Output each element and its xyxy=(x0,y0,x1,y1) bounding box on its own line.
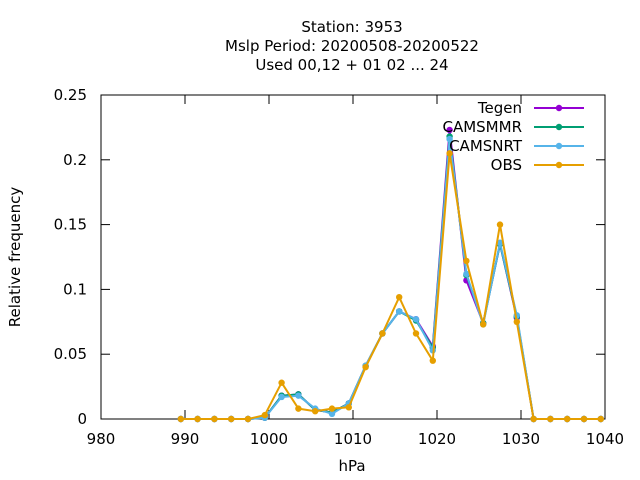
data-point xyxy=(211,415,218,423)
data-point xyxy=(412,330,420,337)
series-camsnrt xyxy=(177,135,604,423)
data-point xyxy=(412,316,420,323)
data-point xyxy=(446,150,453,157)
x-tick-label: 1030 xyxy=(502,430,540,448)
series-tegen xyxy=(177,126,604,423)
x-tick-label: 980 xyxy=(87,430,116,448)
series-line xyxy=(180,138,601,420)
data-point xyxy=(396,308,403,315)
legend-label: OBS xyxy=(491,156,522,174)
data-point xyxy=(580,415,588,423)
data-point xyxy=(295,392,302,399)
data-point xyxy=(513,318,520,325)
title-line-2: Mslp Period: 20200508-20200522 xyxy=(225,37,479,55)
x-tick-label: 1010 xyxy=(334,430,372,448)
y-tick-label: 0.1 xyxy=(63,280,87,298)
data-point xyxy=(312,408,319,415)
y-tick-label: 0.2 xyxy=(63,151,87,169)
legend-marker xyxy=(555,123,563,131)
data-point xyxy=(496,221,504,228)
legend-marker xyxy=(555,142,563,150)
series-line xyxy=(180,152,601,420)
data-point xyxy=(496,239,504,246)
data-point xyxy=(530,415,537,423)
x-tick-label: 1040 xyxy=(586,430,624,448)
data-point xyxy=(177,415,184,423)
data-point xyxy=(379,330,386,337)
chart-title: Station: 3953 Mslp Period: 20200508-2020… xyxy=(225,18,479,74)
data-point xyxy=(597,415,604,423)
x-tick-label: 1000 xyxy=(250,430,288,448)
data-point xyxy=(396,293,403,301)
series-obs xyxy=(177,150,604,423)
data-point xyxy=(463,257,470,265)
data-point xyxy=(278,393,285,401)
legend-label: CAMSNRT xyxy=(449,137,523,155)
y-tick-label: 0 xyxy=(77,410,87,428)
data-point xyxy=(480,321,487,328)
y-tick-label: 0.15 xyxy=(54,216,87,234)
x-tick-label: 1020 xyxy=(418,430,456,448)
axis-ticks: 980 990 1000 1010 1020 1030 1040 0 0.05 0.1 0.15 0.… xyxy=(54,86,625,448)
y-tick-label: 0.25 xyxy=(54,86,87,104)
data-point xyxy=(328,405,336,412)
x-axis-label: hPa xyxy=(338,457,365,475)
data-point xyxy=(429,357,436,364)
series-line xyxy=(180,129,601,420)
data-point xyxy=(463,270,470,278)
legend-label: Tegen xyxy=(477,99,522,117)
data-point xyxy=(564,415,571,423)
title-line-3: Used 00,12 + 01 02 ... 24 xyxy=(255,56,448,74)
data-point xyxy=(345,404,352,411)
data-point xyxy=(295,405,302,412)
data-point xyxy=(547,415,554,423)
data-point xyxy=(261,411,268,419)
series-line xyxy=(180,135,601,420)
data-point xyxy=(194,415,201,423)
data-point xyxy=(362,363,369,371)
plot-frame xyxy=(100,94,606,420)
data-point xyxy=(228,415,235,423)
legend-marker xyxy=(555,104,563,112)
data-point xyxy=(278,379,285,386)
y-axis-label: Relative frequency xyxy=(6,187,24,328)
series-layer xyxy=(177,126,604,423)
data-point xyxy=(244,415,252,423)
series-camsmmr xyxy=(177,133,604,423)
data-point xyxy=(328,410,336,418)
data-point xyxy=(446,135,453,143)
y-tick-label: 0.05 xyxy=(54,345,87,363)
data-point xyxy=(446,126,453,134)
legend-label: CAMSMMR xyxy=(442,118,522,136)
x-tick-label: 990 xyxy=(171,430,200,448)
title-line-1: Station: 3953 xyxy=(301,18,402,36)
legend-marker xyxy=(555,161,563,169)
